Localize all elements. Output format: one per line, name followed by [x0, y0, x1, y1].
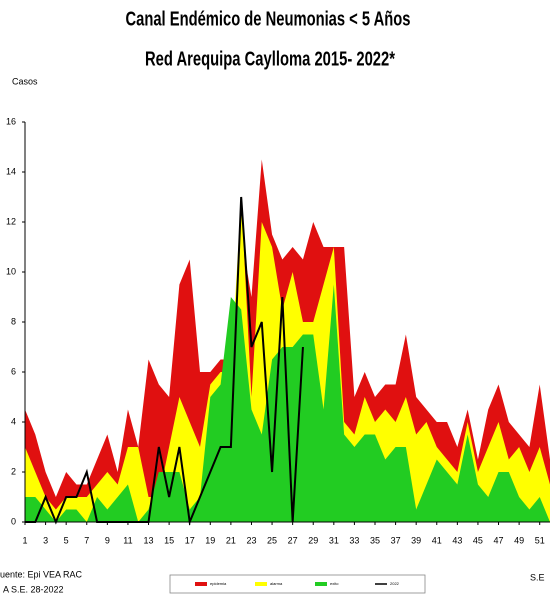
- x-tick-label: 37: [391, 535, 401, 545]
- y-tick-label: 2: [11, 466, 16, 476]
- x-tick-label: 33: [349, 535, 359, 545]
- x-axis-label: S.E: [530, 572, 545, 582]
- x-tick-label: 43: [452, 535, 462, 545]
- x-tick-label: 45: [473, 535, 483, 545]
- y-tick-label: 16: [6, 116, 16, 126]
- note: A S.E. 28-2022: [3, 584, 64, 594]
- x-tick-label: 23: [246, 535, 256, 545]
- x-tick-label: 1: [22, 535, 27, 545]
- x-tick-label: 13: [144, 535, 154, 545]
- x-tick-label: 3: [43, 535, 48, 545]
- line: [25, 196, 304, 526]
- y-tick-label: 0: [11, 516, 16, 526]
- x-tick-label: 17: [185, 535, 195, 545]
- x-tick-label: 49: [514, 535, 524, 545]
- y-tick-label: 14: [6, 166, 16, 176]
- x-tick-label: 47: [494, 535, 504, 545]
- legend-swatch: [195, 582, 207, 586]
- legend-label: epidemia: [210, 581, 227, 586]
- x-tick-label: 15: [164, 535, 174, 545]
- x-tick-label: 9: [105, 535, 110, 545]
- y-tick-label: 4: [11, 416, 16, 426]
- legend-label: 2022: [390, 581, 400, 586]
- legend-swatch: [255, 582, 267, 586]
- x-tick-label: 7: [84, 535, 89, 545]
- x-tick-label: 21: [226, 535, 236, 545]
- y-tick-label: 12: [6, 216, 16, 226]
- y-tick-label: 8: [11, 316, 16, 326]
- legend-swatch: [315, 582, 327, 586]
- chart-title: Canal Endémico de Neumonias < 5 Años: [126, 8, 411, 30]
- x-tick-label: 19: [205, 535, 215, 545]
- legend-label: alarma: [270, 581, 283, 586]
- x-tick-label: 27: [288, 535, 298, 545]
- x-tick-label: 5: [64, 535, 69, 545]
- legend-box: [169, 574, 426, 594]
- x-tick-label: 29: [308, 535, 318, 545]
- chart-subtitle: Red Arequipa Caylloma 2015- 2022*: [145, 48, 395, 70]
- x-tick-label: 35: [370, 535, 380, 545]
- source: uente: Epi VEA RAC: [0, 569, 83, 579]
- y-tick-label: 10: [6, 266, 16, 276]
- y-axis-label: Casos: [12, 76, 38, 86]
- x-tick-label: 11: [123, 535, 132, 545]
- x-tick-label: 41: [432, 535, 442, 545]
- legend-label: exito: [330, 581, 339, 586]
- x-tick-label: 31: [329, 535, 339, 545]
- x-tick-label: 51: [535, 535, 545, 545]
- x-tick-label: 25: [267, 535, 277, 545]
- y-tick-label: 6: [11, 366, 16, 376]
- x-tick-label: 39: [411, 535, 421, 545]
